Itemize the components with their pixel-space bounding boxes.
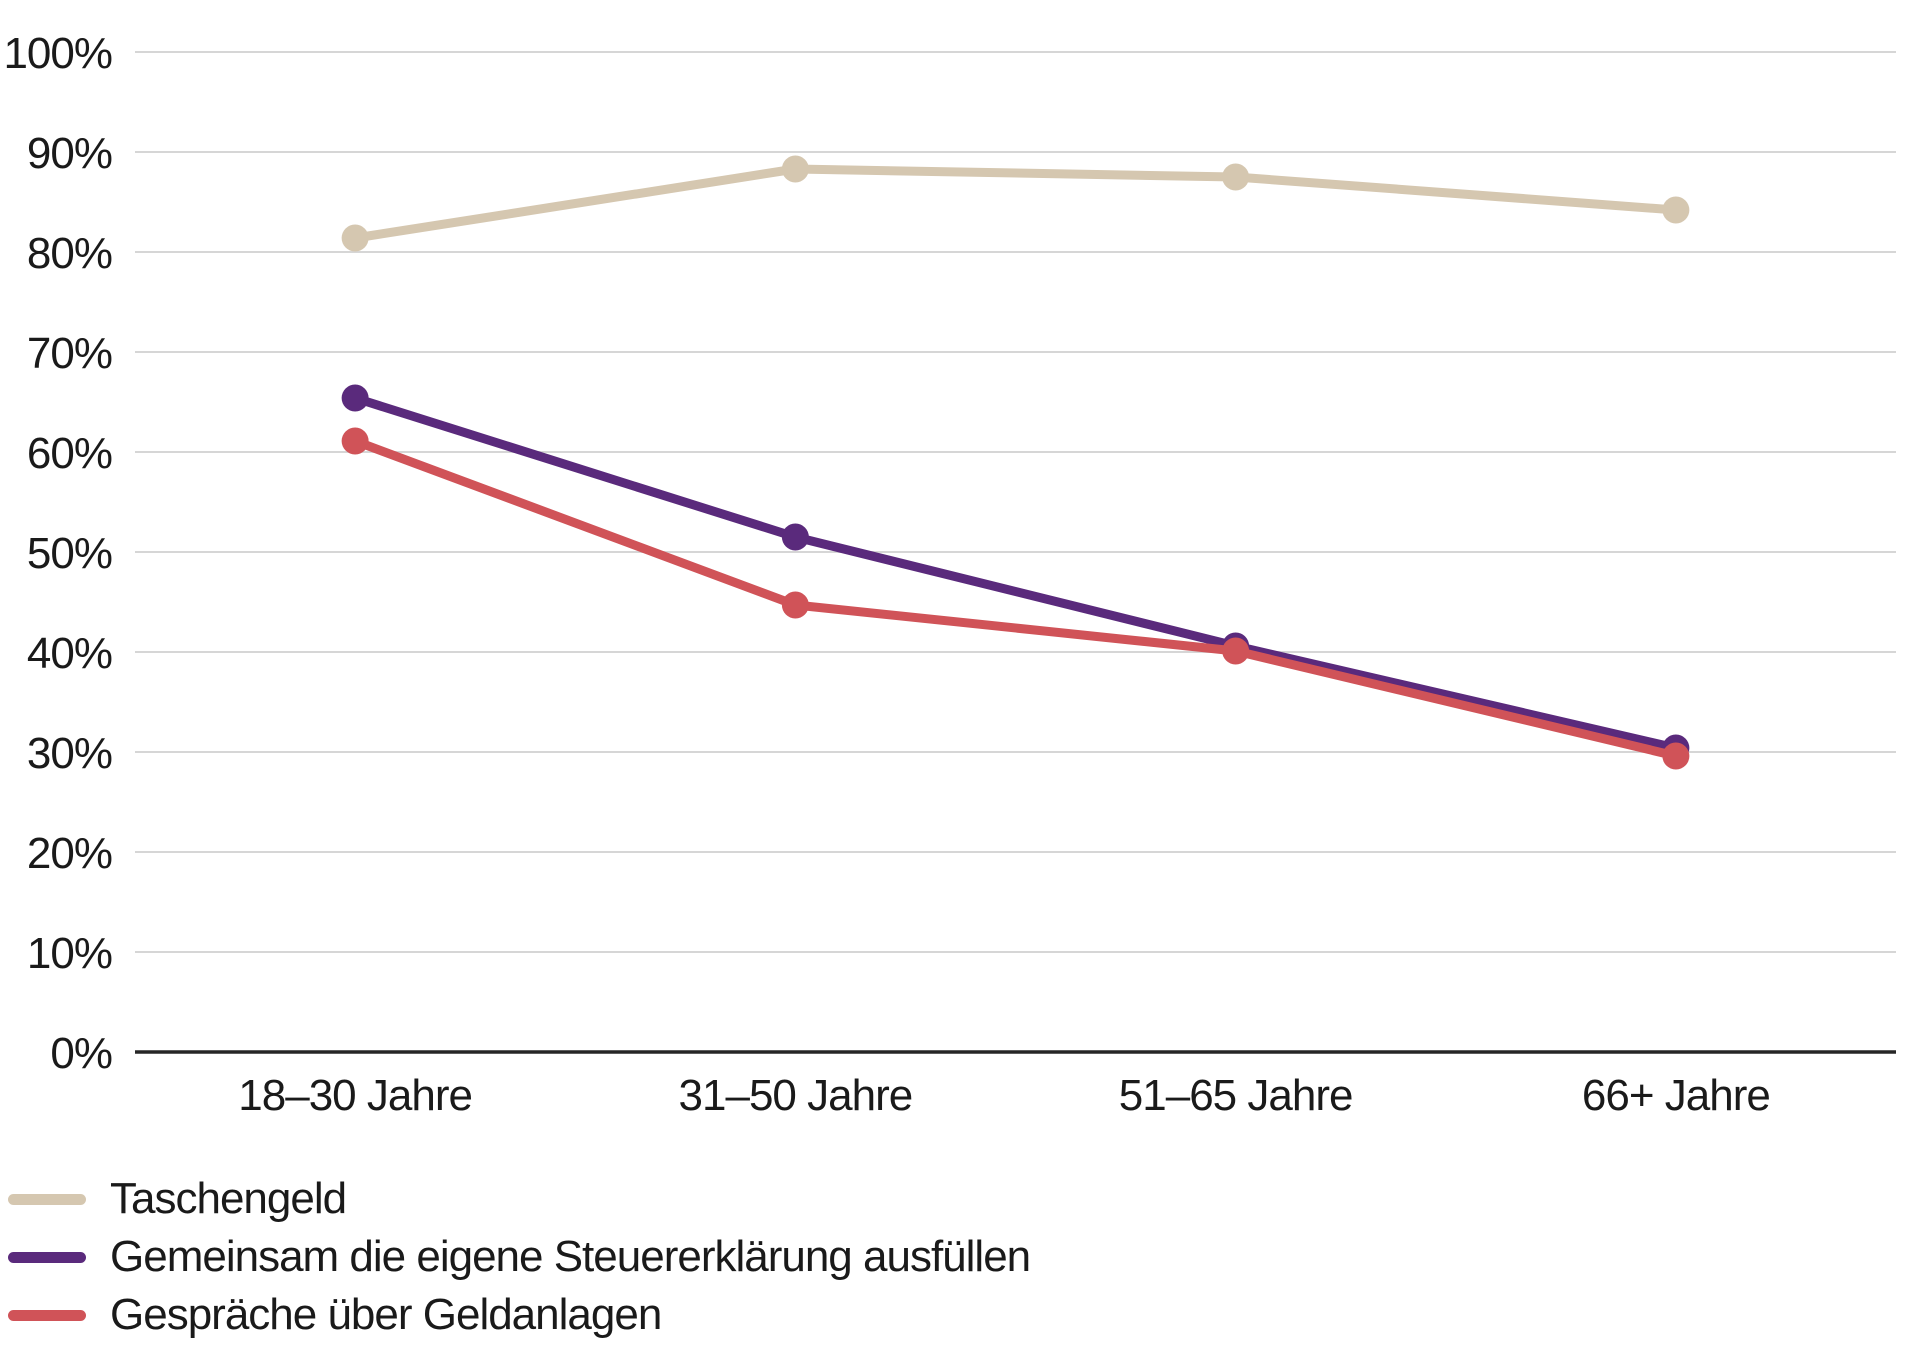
y-tick-label: 30% <box>27 729 112 778</box>
x-tick-label: 51–65 Jahre <box>1119 1071 1353 1120</box>
legend-swatch-geldanlagen <box>8 1309 86 1321</box>
legend-label-taschengeld: Taschengeld <box>110 1174 347 1223</box>
y-tick-label: 50% <box>27 529 112 578</box>
data-point-s2-c3 <box>1662 742 1690 770</box>
legend-item-geldanlagen: Gespräche über Geldanlagen <box>8 1286 1030 1344</box>
legend-label-geldanlagen: Gespräche über Geldanlagen <box>110 1290 662 1339</box>
y-tick-label: 100% <box>3 29 112 78</box>
data-point-s2-c0 <box>341 427 369 455</box>
legend-swatch-steuererklaerung <box>8 1251 86 1263</box>
x-tick-label: 66+ Jahre <box>1582 1071 1770 1120</box>
y-tick-label: 60% <box>27 429 112 478</box>
legend-label-steuererklaerung: Gemeinsam die eigene Steuererklärung aus… <box>110 1232 1031 1281</box>
legend-item-taschengeld: Taschengeld <box>8 1170 1030 1228</box>
y-tick-label: 90% <box>27 129 112 178</box>
series-line-0 <box>350 164 1681 243</box>
x-tick-label: 18–30 Jahre <box>238 1071 472 1120</box>
data-point-s1-c1 <box>781 523 809 551</box>
legend-swatch-taschengeld <box>8 1193 86 1205</box>
data-point-s2-c2 <box>1222 637 1250 665</box>
y-tick-label: 0% <box>50 1029 112 1078</box>
series-line-1 <box>350 393 1681 753</box>
data-point-s0-c3 <box>1662 196 1690 224</box>
data-point-s0-c2 <box>1222 163 1250 191</box>
y-tick-label: 80% <box>27 229 112 278</box>
y-tick-label: 40% <box>27 629 112 678</box>
chart-legend: Taschengeld Gemeinsam die eigene Steuere… <box>8 1170 1031 1344</box>
line-chart: 100% 90% 80% 70% 60% 50% 40% 30% 20% 10% 0% 18–30 J… <box>3 29 1896 1120</box>
data-point-s1-c0 <box>341 384 369 412</box>
data-point-s0-c0 <box>341 224 369 252</box>
series-line-2 <box>350 436 1681 761</box>
legend-item-steuererklaerung: Gemeinsam die eigene Steuererklärung aus… <box>8 1228 1031 1286</box>
x-tick-label: 31–50 Jahre <box>679 1071 913 1120</box>
y-tick-label: 20% <box>27 829 112 878</box>
data-point-s2-c1 <box>781 591 809 619</box>
y-tick-label: 70% <box>27 329 112 378</box>
y-tick-label: 10% <box>27 929 112 978</box>
data-point-s0-c1 <box>781 155 809 183</box>
